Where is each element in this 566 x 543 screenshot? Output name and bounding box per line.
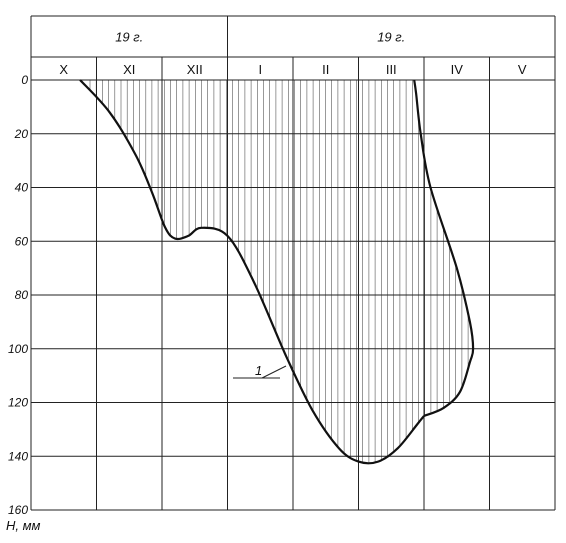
curves — [79, 79, 475, 465]
month-label: IV — [451, 62, 464, 77]
y-tick-label: 40 — [15, 181, 29, 195]
y-tick-label: 140 — [8, 449, 28, 463]
month-label: V — [518, 62, 527, 77]
year-header-label: 19 г. — [115, 30, 143, 45]
y-tick-label: 160 — [8, 503, 28, 517]
grid — [30, 57, 556, 511]
upper-curve-line — [79, 79, 425, 465]
month-label: X — [59, 62, 68, 77]
y-tick-label: 60 — [15, 234, 29, 248]
y-tick-label: 20 — [14, 127, 29, 141]
month-label: III — [386, 62, 397, 77]
header-band: 19 г. 19 г.X XI XII I II III IV V — [30, 15, 556, 77]
y-axis: 0 20 40 60 80 100 120 140 160 — [8, 73, 28, 517]
y-tick-label: 0 — [21, 73, 28, 87]
y-axis-label: H, мм — [6, 518, 41, 533]
month-label: II — [322, 62, 329, 77]
y-tick-label: 80 — [15, 288, 29, 302]
annotation-pointer-line — [261, 365, 287, 379]
month-label: XII — [187, 62, 203, 77]
lower-curve-line — [413, 79, 475, 417]
year-header-label: 19 г. — [377, 30, 405, 45]
month-label: I — [258, 62, 262, 77]
y-tick-label: 100 — [8, 342, 28, 356]
annotation-label: 1 — [255, 363, 262, 378]
y-tick-label: 120 — [8, 396, 28, 410]
annotation-group: 1 — [233, 363, 287, 379]
month-label: XI — [123, 62, 135, 77]
